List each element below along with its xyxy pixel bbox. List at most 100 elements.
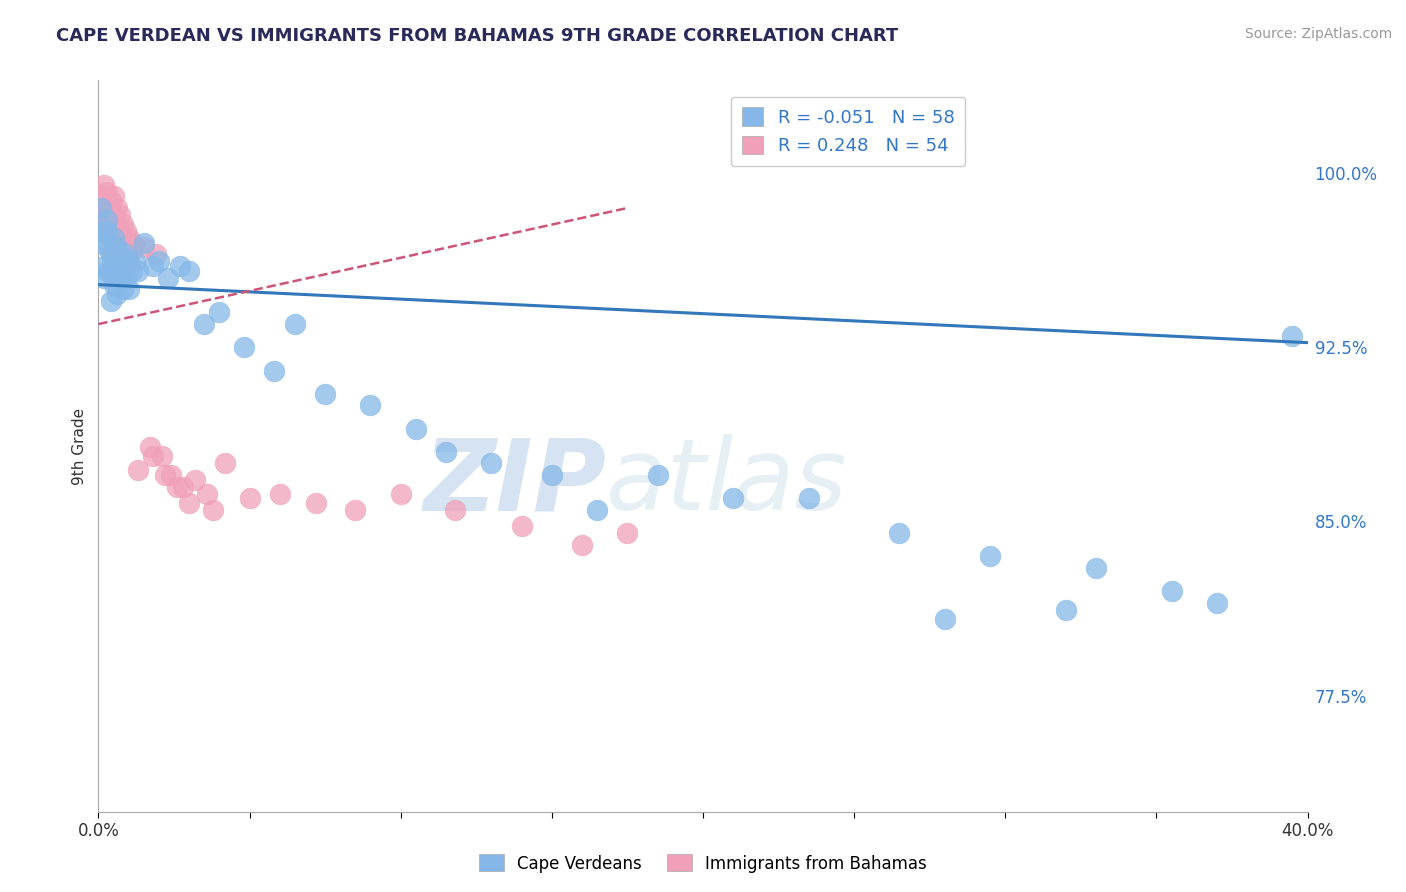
Point [100,293,122,308]
Point [934,612,956,626]
Point [105,201,128,215]
Point [108,247,131,261]
Point [797,491,820,506]
Y-axis label: 9th Grade: 9th Grade [72,408,87,484]
Point [889,526,911,541]
Point [103,189,125,203]
Point [100,194,122,208]
Point [105,286,128,301]
Point [96,212,118,227]
Text: ZIP: ZIP [423,434,606,531]
Point [344,503,367,517]
Point [284,317,307,331]
Point [195,486,218,500]
Point [305,496,328,510]
Point [96,222,118,236]
Point [103,224,125,238]
Point [93,259,115,273]
Point [172,480,194,494]
Point [263,363,285,377]
Point [269,486,291,500]
Point [208,305,231,319]
Point [193,317,215,331]
Point [127,263,149,277]
Point [142,259,165,273]
Point [118,231,141,245]
Point [103,208,125,222]
Point [93,178,115,192]
Point [647,468,669,483]
Point [214,457,236,471]
Point [103,277,125,292]
Point [132,235,155,250]
Point [1054,603,1077,617]
Point [160,468,183,483]
Point [100,231,122,245]
Point [93,217,115,231]
Point [108,208,131,222]
Point [90,189,112,203]
Point [90,224,112,238]
Point [124,254,146,268]
Point [1160,584,1182,599]
Legend: Cape Verdeans, Immigrants from Bahamas: Cape Verdeans, Immigrants from Bahamas [472,847,934,880]
Point [105,235,128,250]
Point [114,270,136,285]
Point [139,440,162,454]
Text: atlas: atlas [606,434,848,531]
Point [179,496,201,510]
Point [93,224,115,238]
Point [314,386,336,401]
Point [108,224,131,238]
Point [100,212,122,227]
Point [1085,561,1108,575]
Point [90,208,112,222]
Point [124,240,146,254]
Point [121,235,143,250]
Point [105,217,128,231]
Point [93,270,115,285]
Point [586,503,609,517]
Point [148,254,170,268]
Point [108,270,131,285]
Point [96,203,118,218]
Point [111,217,134,231]
Point [114,240,136,254]
Point [389,486,412,500]
Point [114,247,136,261]
Point [132,240,155,254]
Point [100,247,122,261]
Point [105,240,128,254]
Point [723,491,745,506]
Text: Source: ZipAtlas.com: Source: ZipAtlas.com [1244,27,1392,41]
Point [232,340,254,354]
Point [100,263,122,277]
Point [90,201,112,215]
Point [540,468,562,483]
Point [145,247,167,261]
Point [118,247,141,261]
Point [202,503,225,517]
Point [153,468,176,483]
Point [93,201,115,215]
Point [979,549,1001,564]
Point [100,247,122,261]
Point [96,263,118,277]
Point [142,450,165,464]
Point [571,538,593,552]
Point [434,445,457,459]
Point [405,421,427,435]
Point [444,503,467,517]
Point [105,263,128,277]
Point [96,224,118,238]
Point [616,526,638,541]
Point [360,398,382,412]
Point [111,282,134,296]
Point [111,259,134,273]
Legend: R = -0.051   N = 58, R = 0.248   N = 54: R = -0.051 N = 58, R = 0.248 N = 54 [731,96,966,166]
Point [118,282,141,296]
Point [96,240,118,254]
Point [103,231,125,245]
Point [481,457,503,471]
Point [114,224,136,238]
